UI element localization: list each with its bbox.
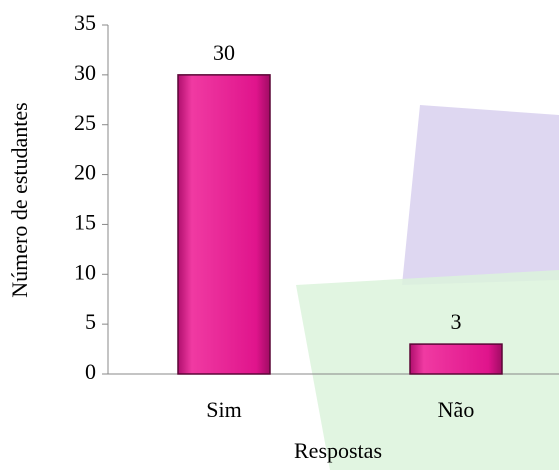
background-shape xyxy=(402,105,559,285)
x-tick-label: Sim xyxy=(206,397,241,422)
y-tick-label: 5 xyxy=(85,309,96,334)
y-tick-label: 15 xyxy=(74,209,96,234)
y-tick-label: 0 xyxy=(85,359,96,384)
data-label: 30 xyxy=(213,40,235,65)
y-tick-label: 25 xyxy=(74,110,96,135)
y-tick-label: 30 xyxy=(74,60,96,85)
x-tick-label: Não xyxy=(438,397,475,422)
bar xyxy=(177,74,271,375)
bar xyxy=(409,343,503,375)
y-tick-label: 35 xyxy=(74,10,96,35)
y-tick-label: 20 xyxy=(74,160,96,185)
y-tick-label: 10 xyxy=(74,259,96,284)
y-axis-title: Número de estudantes xyxy=(7,102,32,298)
x-axis-title: Respostas xyxy=(294,438,382,463)
data-label: 3 xyxy=(451,309,462,334)
